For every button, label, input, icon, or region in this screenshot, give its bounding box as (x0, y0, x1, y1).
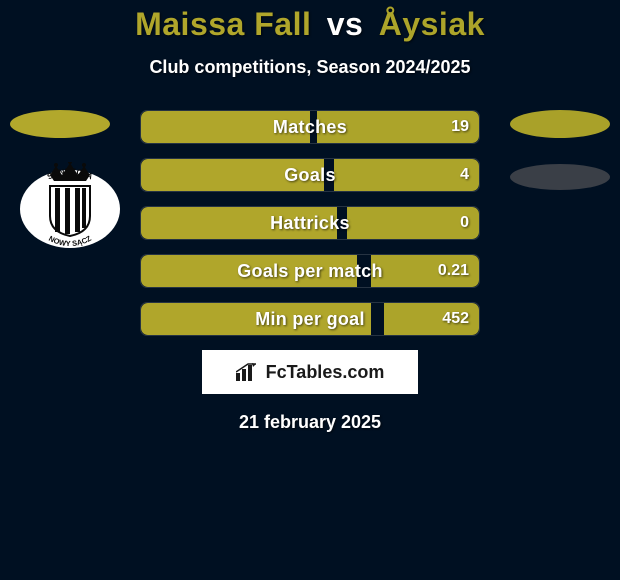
subtitle: Club competitions, Season 2024/2025 (0, 57, 620, 78)
player1-marker-ellipse (10, 110, 110, 138)
comparison-card: Maissa Fall vs Åysiak Club competitions,… (0, 6, 620, 580)
brand-logo: FcTables.com (236, 362, 385, 383)
date-text: 21 february 2025 (0, 412, 620, 433)
bar-chart-icon (236, 363, 260, 381)
stats-list: Matches 19 Goals 4 Hattricks 0 Goals per… (140, 110, 480, 336)
stat-value: 0 (460, 207, 469, 239)
stat-row-goals: Goals 4 (140, 158, 480, 192)
stat-value: 0.21 (438, 255, 469, 287)
stat-label: Goals per match (141, 255, 479, 287)
brand-text: FcTables.com (266, 362, 385, 383)
badge-svg: SANDECJA NOWY SĄCZ (20, 162, 120, 248)
brand-panel: FcTables.com (202, 350, 418, 394)
club-badge: SANDECJA NOWY SĄCZ (20, 162, 120, 248)
stat-value: 19 (451, 111, 469, 143)
stat-value: 4 (460, 159, 469, 191)
player1-name: Maissa Fall (135, 6, 311, 42)
title-vs: vs (327, 6, 364, 42)
player2-name: Åysiak (379, 6, 485, 42)
page-title: Maissa Fall vs Åysiak (0, 6, 620, 43)
stat-row-matches: Matches 19 (140, 110, 480, 144)
player2-shadow-ellipse (510, 164, 610, 190)
stat-label: Matches (141, 111, 479, 143)
stat-value: 452 (442, 303, 469, 335)
stat-label: Min per goal (141, 303, 479, 335)
stat-row-hattricks: Hattricks 0 (140, 206, 480, 240)
stat-row-goals-per-match: Goals per match 0.21 (140, 254, 480, 288)
content-area: SANDECJA NOWY SĄCZ Matches 19 Goals 4 (0, 110, 620, 336)
badge-shield-icon (50, 186, 90, 236)
stat-row-min-per-goal: Min per goal 452 (140, 302, 480, 336)
player2-marker-ellipse (510, 110, 610, 138)
stat-label: Goals (141, 159, 479, 191)
stat-label: Hattricks (141, 207, 479, 239)
